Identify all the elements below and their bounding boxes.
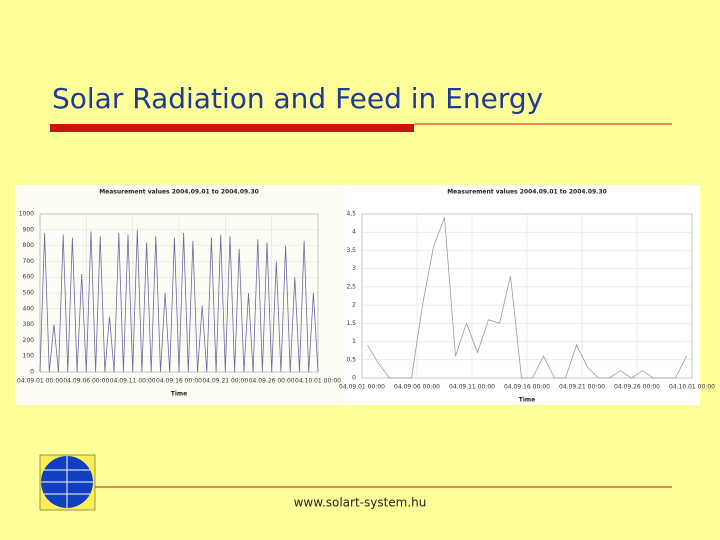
y-tick-label: 100 [23,353,35,360]
y-tick-label: 0 [352,375,356,382]
series-line [39,229,319,373]
x-tick-label: 04.09.26 00:00 [614,384,660,391]
y-tick-label: 700 [23,258,35,265]
x-tick-label: 04.09.01 00:00 [17,378,63,385]
x-axis-label: Time [171,391,187,398]
y-tick-label: 500 [23,290,35,297]
title-bar [50,124,414,132]
x-tick-label: 04.09.16 00:00 [156,378,202,385]
x-tick-label: 04.09.16 00:00 [504,384,550,391]
x-axis-label: Time [519,397,535,404]
x-tick-label: 04.09.26 00:00 [249,378,295,385]
y-tick-label: 0 [30,369,34,376]
chart-panel [345,185,700,405]
y-tick-label: 1 [352,338,356,345]
y-tick-label: 3,5 [346,247,356,254]
y-tick-label: 4,5 [346,211,356,218]
footer-url: www.solart-system.hu [294,496,427,510]
series-line [367,217,687,379]
y-tick-label: 300 [23,321,35,328]
chart-title: Measurement values 2004.09.01 to 2004.09… [99,189,259,196]
x-tick-label: 04.09.21 00:00 [559,384,605,391]
x-tick-label: 04.10.01 00:00 [295,378,341,385]
logo [39,454,96,511]
x-tick-label: 04.09.11 00:00 [110,378,156,385]
x-tick-label: 04.09.06 00:00 [394,384,440,391]
x-tick-label: 04.09.01 00:00 [339,384,385,391]
y-tick-label: 400 [23,305,35,312]
x-tick-label: 04.09.11 00:00 [449,384,495,391]
y-tick-label: 3 [352,265,356,272]
x-tick-label: 04.10.01 00:00 [669,384,715,391]
y-tick-label: 2 [352,302,356,309]
y-tick-label: 2,5 [346,283,356,290]
y-tick-label: 600 [23,274,35,281]
chart-title: Measurement values 2004.09.01 to 2004.09… [447,189,607,196]
x-tick-label: 04.09.21 00:00 [202,378,248,385]
slide-title: Solar Radiation and Feed in Energy [52,82,543,115]
y-tick-label: 900 [23,226,35,233]
y-tick-label: 200 [23,337,35,344]
x-tick-label: 04.09.06 00:00 [63,378,109,385]
y-tick-label: 1,5 [346,320,356,327]
y-tick-label: 1000 [19,211,34,218]
y-tick-label: 4 [352,229,356,236]
y-tick-label: 0,5 [346,356,356,363]
y-tick-label: 800 [23,242,35,249]
